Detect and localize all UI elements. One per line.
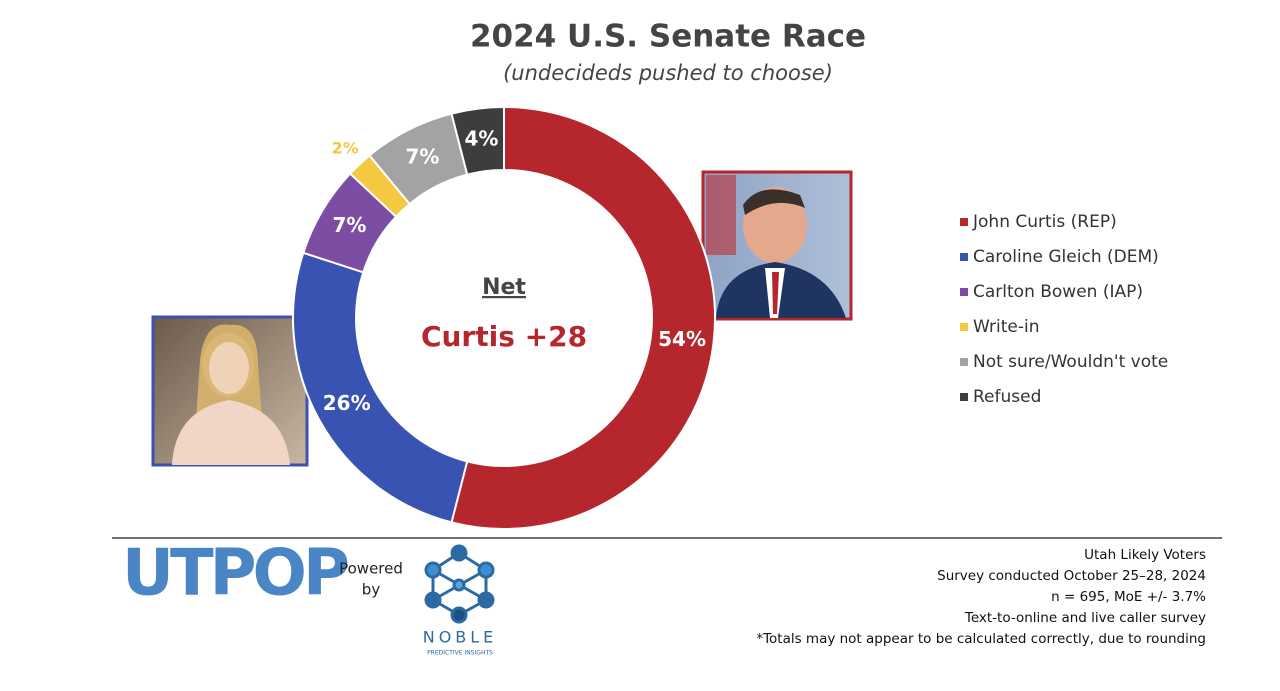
legend-swatch xyxy=(960,253,968,261)
center-heading: Net xyxy=(482,275,526,300)
value-label: 26% xyxy=(323,391,371,415)
noble-subtitle: PREDICTIVE INSIGHTS xyxy=(427,650,493,657)
utpop-logo: UTPOP xyxy=(122,537,348,611)
footer-note: *Totals may not appear to be calculated … xyxy=(756,631,1206,647)
legend-swatch xyxy=(960,393,968,401)
legend-label: John Curtis (REP) xyxy=(972,212,1117,232)
footer-note: Survey conducted October 25–28, 2024 xyxy=(937,568,1206,584)
legend-label: Write-in xyxy=(973,317,1040,337)
noble-icon xyxy=(424,544,495,624)
legend-label: Carlton Bowen (IAP) xyxy=(973,282,1143,302)
slice xyxy=(450,105,505,176)
footer-note: Utah Likely Voters xyxy=(1084,547,1206,563)
slice xyxy=(450,105,716,530)
slice xyxy=(292,251,469,524)
chart-title: 2024 U.S. Senate Race xyxy=(470,19,866,55)
legend-swatch xyxy=(960,358,968,366)
photo-gleich xyxy=(151,315,309,467)
value-label: 2% xyxy=(332,138,359,157)
legend-swatch xyxy=(960,218,968,226)
value-label: 7% xyxy=(406,145,440,169)
legend-swatch xyxy=(960,288,968,296)
footer-note: Text-to-online and live caller survey xyxy=(964,610,1206,626)
powered-by: by xyxy=(362,581,381,599)
noble-logo: NOBLE xyxy=(423,628,498,647)
footer-note: n = 695, MoE +/- 3.7% xyxy=(1051,589,1206,605)
value-label: 54% xyxy=(658,327,706,351)
value-label: 4% xyxy=(465,126,499,150)
photo-curtis xyxy=(701,170,853,321)
legend-label: Refused xyxy=(973,387,1041,407)
value-label: 7% xyxy=(333,213,367,237)
legend-label: Caroline Gleich (DEM) xyxy=(973,247,1159,267)
center-text: Curtis +28 xyxy=(421,320,587,353)
chart-subtitle: (undecideds pushed to choose) xyxy=(503,61,833,85)
powered-by: Powered xyxy=(339,560,403,578)
legend-label: Not sure/Wouldn't vote xyxy=(973,352,1168,372)
legend-swatch xyxy=(960,323,968,331)
